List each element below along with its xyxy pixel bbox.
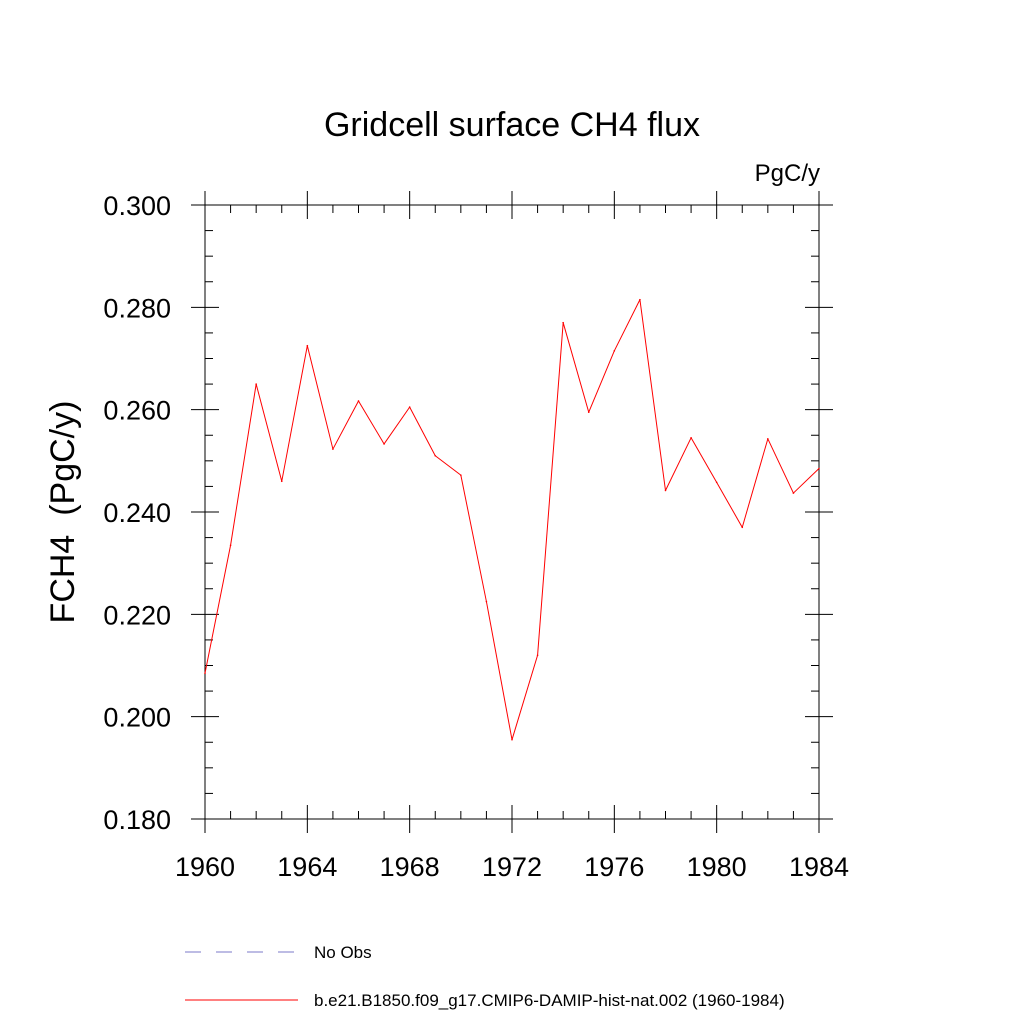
- x-tick-label: 1976: [584, 852, 644, 882]
- y-axis-label: FCH4 (PgC/y): [44, 401, 82, 624]
- data-point: [587, 411, 590, 414]
- x-tick-label: 1984: [789, 852, 849, 882]
- y-tick-label: 0.180: [103, 805, 171, 835]
- data-point: [383, 443, 385, 445]
- y-tick-label: 0.280: [103, 293, 171, 323]
- legend-label: No Obs: [314, 943, 372, 962]
- data-point: [485, 600, 488, 603]
- data-point: [280, 480, 283, 483]
- data-point: [562, 321, 564, 324]
- y-tick-label: 0.200: [103, 703, 171, 733]
- x-tick-label: 1960: [175, 852, 235, 882]
- data-point: [715, 481, 718, 484]
- data-point: [229, 544, 232, 547]
- y-tick-labels: 0.180 0.200 0.220 0.240 0.260 0.280 0.300: [103, 191, 171, 835]
- chart-title: Gridcell surface CH4 flux: [324, 106, 700, 144]
- x-tick-label: 1980: [687, 852, 747, 882]
- data-point: [204, 672, 206, 674]
- units-label: PgC/y: [755, 160, 820, 187]
- data-point: [639, 298, 641, 301]
- data-point: [792, 492, 795, 494]
- minor-ticks: [205, 205, 819, 819]
- data-point: [408, 406, 411, 408]
- data-point: [434, 454, 437, 457]
- data-point: [818, 467, 820, 470]
- data-point: [460, 474, 462, 476]
- series-group: [204, 298, 820, 741]
- data-point: [255, 383, 257, 385]
- data-point: [613, 350, 616, 352]
- y-tick-label: 0.240: [103, 498, 171, 528]
- data-point: [690, 437, 692, 439]
- data-point: [511, 738, 513, 741]
- data-point: [741, 526, 744, 529]
- major-ticks: [191, 191, 833, 833]
- legend: No Obs b.e21.B1850.f09_g17.CMIP6-DAMIP-hi…: [185, 943, 785, 1010]
- x-tick-label: 1964: [277, 852, 337, 882]
- y-tick-label: 0.260: [103, 396, 171, 426]
- legend-label: b.e21.B1850.f09_g17.CMIP6-DAMIP-hist-nat…: [314, 991, 785, 1010]
- data-point: [332, 448, 334, 450]
- data-point: [357, 400, 360, 402]
- x-tick-label: 1972: [482, 852, 542, 882]
- data-point: [767, 438, 769, 440]
- x-tick-labels: 1960 1964 1968 1972 1976 1980 1984: [175, 852, 849, 882]
- data-point: [306, 344, 309, 347]
- x-tick-label: 1968: [380, 852, 440, 882]
- data-point: [664, 489, 667, 492]
- data-point: [536, 654, 539, 657]
- y-tick-label: 0.220: [103, 600, 171, 630]
- y-tick-label: 0.300: [103, 191, 171, 221]
